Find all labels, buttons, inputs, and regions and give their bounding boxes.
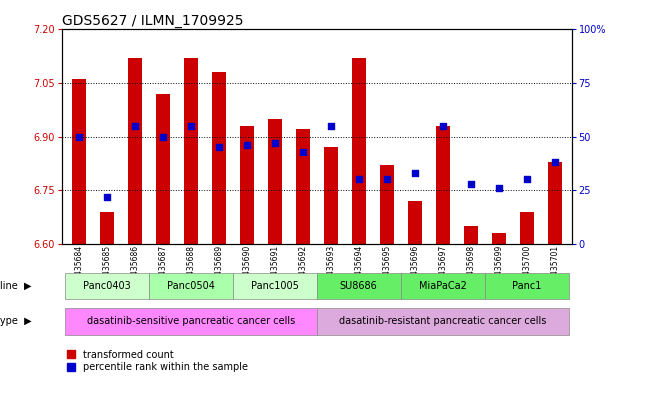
Point [130,123,140,129]
Point [521,176,532,182]
Text: dasatinib-resistant pancreatic cancer cells: dasatinib-resistant pancreatic cancer ce… [339,316,546,326]
FancyBboxPatch shape [64,273,148,299]
Point [214,144,224,151]
Bar [296,129,310,244]
Bar [100,211,114,244]
Bar [268,119,282,244]
FancyBboxPatch shape [232,273,316,299]
Bar [240,126,254,244]
Point [381,176,392,182]
Text: Panc0504: Panc0504 [167,281,215,291]
FancyBboxPatch shape [316,273,401,299]
FancyBboxPatch shape [64,308,316,334]
Bar [492,233,506,244]
Point [326,123,336,129]
Point [242,142,252,148]
Bar [212,72,226,244]
Point [270,140,280,146]
FancyBboxPatch shape [148,273,232,299]
FancyBboxPatch shape [401,273,485,299]
Text: Panc1005: Panc1005 [251,281,299,291]
Text: MiaPaCa2: MiaPaCa2 [419,281,467,291]
Bar [464,226,478,244]
Text: GDS5627 / ILMN_1709925: GDS5627 / ILMN_1709925 [62,15,243,28]
Bar [547,162,562,244]
Bar [519,211,534,244]
Bar [436,126,450,244]
Text: cell line  ▶: cell line ▶ [0,281,31,291]
Point [353,176,364,182]
Bar [156,94,170,244]
Point [74,133,84,140]
Point [298,149,308,155]
Legend: transformed count, percentile rank within the sample: transformed count, percentile rank withi… [66,349,248,373]
Bar [128,58,142,244]
Text: Panc0403: Panc0403 [83,281,131,291]
Point [437,123,448,129]
Point [158,133,168,140]
Text: dasatinib-sensitive pancreatic cancer cells: dasatinib-sensitive pancreatic cancer ce… [87,316,295,326]
Point [102,193,112,200]
Point [465,180,476,187]
Bar [408,201,422,244]
Text: SU8686: SU8686 [340,281,378,291]
Point [549,159,560,165]
Text: cell type  ▶: cell type ▶ [0,316,31,326]
Bar [380,165,394,244]
FancyBboxPatch shape [316,308,569,334]
Point [409,170,420,176]
Bar [72,79,86,244]
Point [186,123,196,129]
FancyBboxPatch shape [485,273,569,299]
Bar [184,58,198,244]
Bar [324,147,338,244]
Point [493,185,504,191]
Text: Panc1: Panc1 [512,281,542,291]
Bar [352,58,366,244]
